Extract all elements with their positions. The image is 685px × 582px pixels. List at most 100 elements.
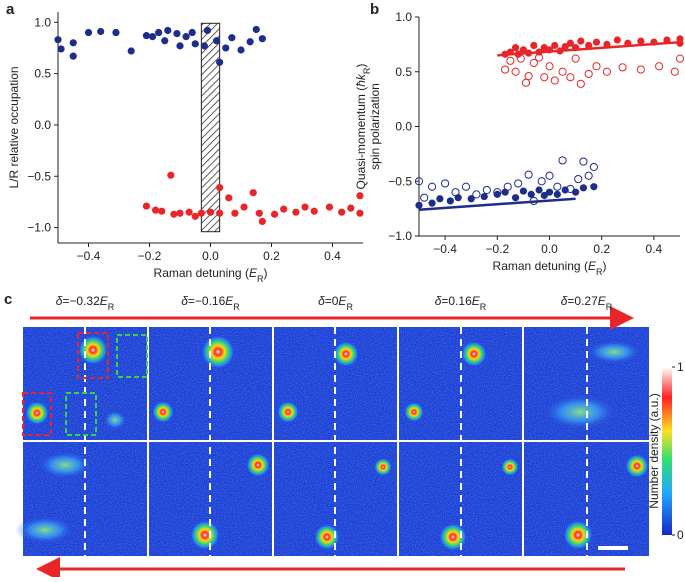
data-point xyxy=(231,209,239,217)
text-part: δ xyxy=(318,294,325,308)
data-point xyxy=(527,190,535,198)
data-point xyxy=(228,34,236,42)
text-part: δ xyxy=(435,294,442,308)
data-point xyxy=(613,36,621,44)
image-panel xyxy=(15,327,649,556)
data-point xyxy=(655,62,664,71)
y-tick-label: 0.5 xyxy=(34,67,51,81)
data-point xyxy=(501,65,510,74)
data-point xyxy=(584,69,593,79)
atom-cloud xyxy=(586,340,642,364)
data-point xyxy=(592,62,601,71)
data-point xyxy=(252,25,260,34)
data-point xyxy=(636,65,645,74)
data-point xyxy=(249,189,257,197)
data-point xyxy=(182,33,190,41)
data-point xyxy=(537,177,546,186)
text-part: spin polarization xyxy=(368,83,382,170)
data-point xyxy=(441,179,450,188)
panel-label: c xyxy=(4,291,12,308)
text-part: =0.27 xyxy=(567,294,598,308)
atom-blob xyxy=(625,454,649,478)
text-part: R xyxy=(257,274,264,284)
data-point xyxy=(84,28,93,37)
data-point xyxy=(579,184,588,192)
data-point xyxy=(461,182,471,191)
y-axis-label: L/R relative occupation xyxy=(7,66,21,188)
data-point xyxy=(561,186,569,194)
data-point xyxy=(558,156,567,165)
data-point xyxy=(301,203,309,211)
data-point xyxy=(511,44,520,52)
data-point xyxy=(240,203,248,211)
column-label: δ=0.16ER xyxy=(435,294,487,312)
data-point xyxy=(197,209,205,217)
text-part: R xyxy=(346,302,353,312)
data-point xyxy=(152,206,160,214)
data-point xyxy=(54,36,62,44)
atom-blob xyxy=(152,401,174,423)
data-point xyxy=(270,210,279,218)
y-tick-label: −1.0 xyxy=(27,221,51,235)
text-part: R xyxy=(108,302,115,312)
data-point xyxy=(69,39,77,47)
atom-blob xyxy=(78,335,108,365)
column-label: δ=−0.32ER xyxy=(56,294,115,312)
data-point xyxy=(670,67,679,76)
panel-label: b xyxy=(370,1,379,18)
data-point xyxy=(127,47,135,55)
data-point xyxy=(566,73,575,82)
text-part: E xyxy=(249,266,258,280)
text-part: E xyxy=(588,259,597,273)
y-tick-label: −1.0 xyxy=(388,229,412,243)
data-point xyxy=(584,171,593,180)
text-part: E xyxy=(100,294,109,308)
data-point xyxy=(579,157,588,166)
colorbar-tick-label: 1 xyxy=(677,360,684,374)
data-point xyxy=(258,217,266,226)
data-point xyxy=(454,194,462,202)
data-point xyxy=(97,27,105,36)
atom-blob xyxy=(246,453,270,477)
data-point xyxy=(185,208,193,216)
atom-blob xyxy=(501,458,519,476)
data-point xyxy=(572,188,580,196)
x-tick-label: 0.4 xyxy=(646,242,663,256)
data-point xyxy=(637,37,645,45)
text-part: R xyxy=(606,302,613,312)
data-point xyxy=(176,42,184,50)
data-point xyxy=(325,203,334,211)
data-point xyxy=(493,190,501,198)
data-point xyxy=(191,212,199,220)
data-point xyxy=(524,72,533,81)
text-part: R xyxy=(596,267,603,277)
atom-blob xyxy=(333,341,359,367)
data-point xyxy=(191,40,199,48)
data-point xyxy=(142,32,151,40)
roi-box xyxy=(116,334,148,378)
x-tick-label: −0.4 xyxy=(77,249,101,263)
fit-line xyxy=(418,197,576,211)
data-point xyxy=(292,208,300,216)
atom-blob xyxy=(404,402,424,422)
data-point xyxy=(206,208,215,216)
y-tick-label: −0.5 xyxy=(388,174,412,188)
data-point xyxy=(511,194,520,202)
data-point xyxy=(225,194,233,202)
text-part: Raman detuning ( xyxy=(154,266,249,280)
data-point xyxy=(427,182,437,191)
x-tick-label: 0.2 xyxy=(593,242,610,256)
data-point xyxy=(519,187,528,195)
data-point xyxy=(216,58,224,66)
x-tick-label: −0.4 xyxy=(433,242,457,256)
data-point xyxy=(356,192,364,200)
data-point xyxy=(338,208,346,216)
data-point xyxy=(216,209,224,217)
roi-box xyxy=(65,392,97,436)
fit-line xyxy=(497,40,681,57)
y-tick-label: 0.5 xyxy=(395,65,412,79)
x-axis-label: Raman detuning (ER) xyxy=(154,266,268,284)
text-part: ħk xyxy=(354,73,368,87)
text-part: ) xyxy=(354,64,368,68)
